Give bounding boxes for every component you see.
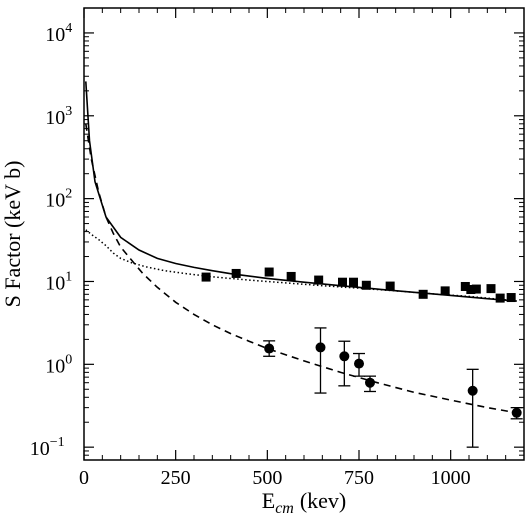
circle-marker: [354, 358, 364, 369]
y-tick-base: 10: [45, 24, 65, 46]
y-tick-exponent: 4: [65, 21, 72, 36]
square-marker: [418, 289, 428, 299]
y-tick-label: 10−1: [30, 435, 65, 460]
x-tick-labels: 0 250 500 750 1000: [79, 467, 471, 489]
square-marker: [201, 272, 211, 282]
y-tick-label: 100: [45, 352, 72, 377]
x-tick-label: 1000: [431, 467, 471, 489]
x-tick-label: 500: [252, 467, 282, 489]
square-marker: [338, 277, 347, 287]
plot-frame: [83, 7, 525, 461]
square-marker: [471, 284, 481, 294]
circle-marker: [365, 377, 375, 388]
x-axis-title: Ecm (kev): [262, 488, 347, 517]
y-tick-exponent: 3: [65, 104, 72, 119]
square-marker: [486, 284, 496, 294]
y-tick-base: 10: [45, 355, 65, 377]
x-axis-title-unit: (kev): [300, 488, 346, 513]
square-marker: [460, 281, 470, 291]
y-tick-label: 104: [45, 21, 72, 46]
y-tick-label: 102: [45, 187, 72, 212]
x-axis-title-main: E: [262, 488, 275, 513]
square-marker: [361, 280, 371, 290]
x-tick-label: 0: [79, 467, 89, 489]
y-tick-label: 103: [45, 104, 72, 129]
square-marker: [385, 281, 395, 291]
data-markers: [201, 267, 522, 418]
y-tick-base: 10: [45, 107, 65, 129]
circle-marker: [315, 342, 326, 353]
x-tick-label: 250: [161, 467, 191, 489]
square-marker: [286, 271, 296, 281]
square-marker: [349, 277, 358, 287]
square-marker: [314, 275, 324, 285]
solid-curve: [85, 81, 517, 302]
y-tick-base: 10: [45, 272, 65, 294]
axis-ticks: [83, 7, 524, 461]
y-tick-base: 10: [30, 438, 50, 460]
y-tick-exponent: 0: [65, 352, 72, 367]
square-marker: [264, 267, 274, 277]
square-marker: [495, 293, 505, 303]
circle-marker: [467, 385, 478, 396]
x-axis-title-sub: cm: [275, 500, 294, 517]
square-marker: [466, 285, 476, 295]
square-marker: [440, 286, 450, 296]
y-axis-title: S Factor (keV b): [0, 161, 25, 308]
circle-marker: [511, 407, 522, 418]
x-tick-label: 750: [344, 467, 374, 489]
y-tick-label: 101: [45, 269, 72, 294]
circle-marker: [339, 351, 350, 362]
y-tick-base: 10: [45, 190, 65, 212]
y-tick-exponent: −1: [50, 435, 65, 450]
y-tick-exponent: 1: [65, 269, 72, 284]
dotted-curve: [85, 229, 517, 302]
error-bars: [263, 327, 523, 448]
square-marker: [506, 293, 516, 303]
dashed-curve: [85, 123, 517, 414]
circle-marker: [264, 343, 275, 354]
y-tick-exponent: 2: [65, 187, 72, 202]
model-curves: [85, 81, 517, 414]
square-marker: [231, 268, 241, 278]
